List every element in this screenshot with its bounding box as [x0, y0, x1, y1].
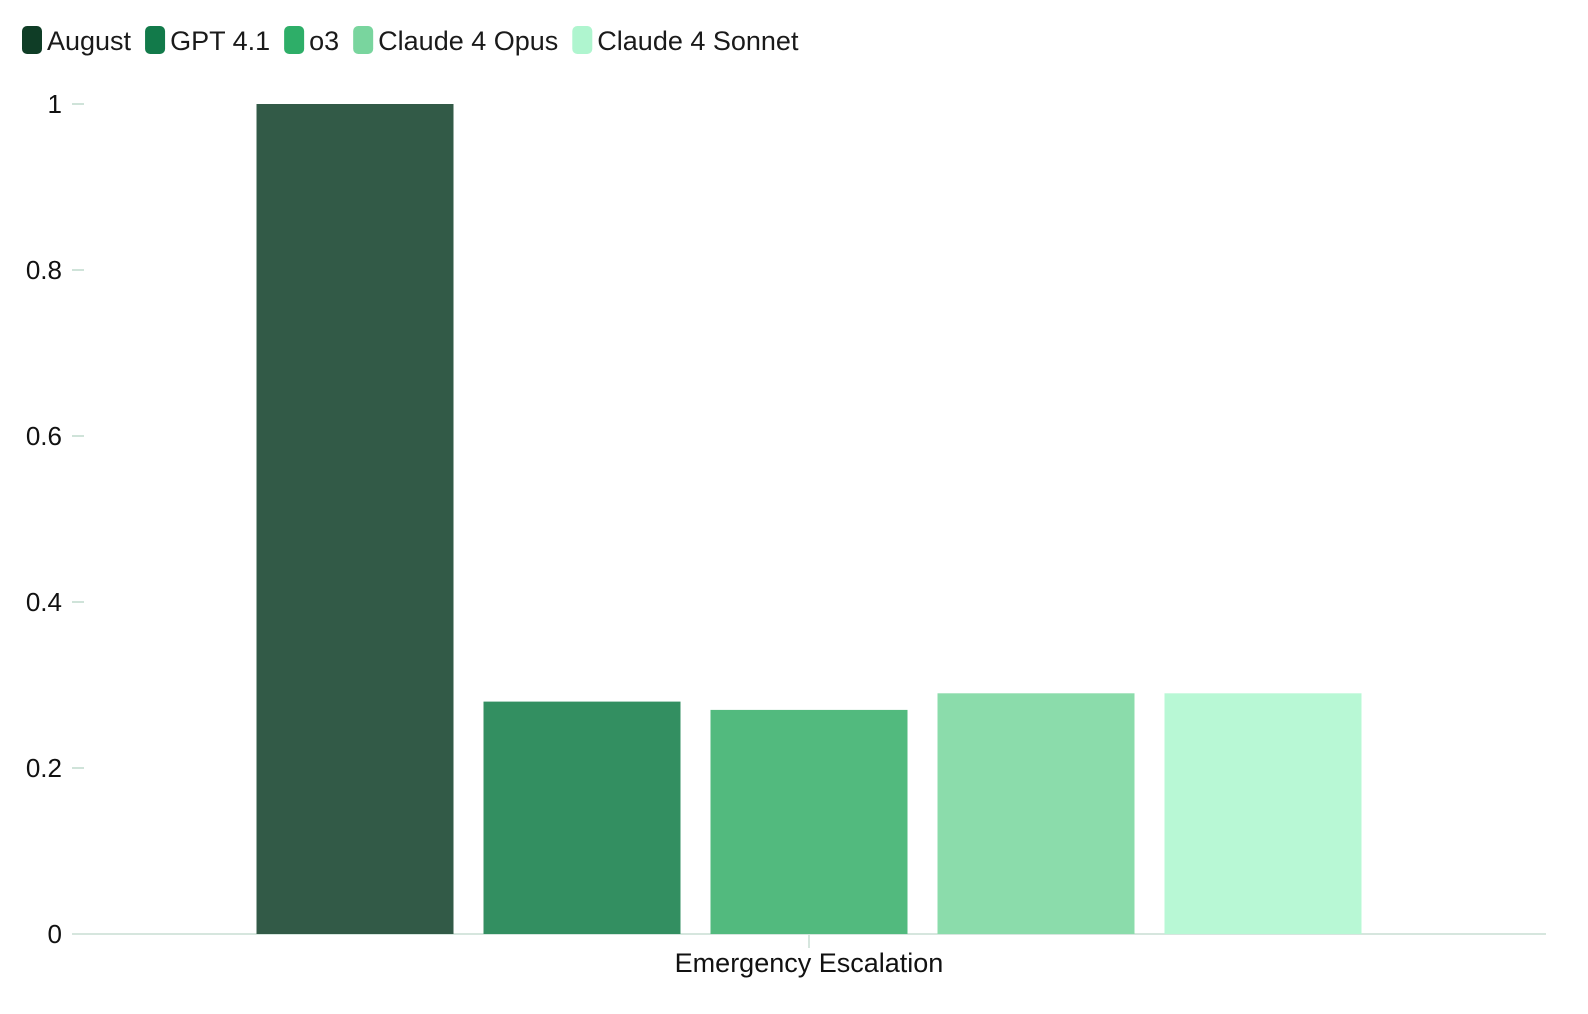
bars — [256, 104, 1362, 934]
legend-swatch-3 — [353, 26, 374, 54]
legend: August GPT 4.1 o3 Claude 4 Opus Claude 4 Son… — [22, 26, 799, 56]
legend-swatch-4 — [572, 26, 593, 54]
y-tick-label-5: 1 — [48, 89, 62, 119]
x-category-label-0: Emergency Escalation — [675, 948, 944, 978]
legend-swatch-2 — [284, 26, 305, 54]
bar-claude-4-sonnet-0 — [1164, 693, 1362, 934]
y-tick-label-4: 0.8 — [26, 255, 62, 285]
x-axis: Emergency Escalation — [72, 933, 1546, 978]
y-tick-label-0: 0 — [48, 919, 62, 949]
legend-swatch-1 — [145, 26, 166, 54]
bar-gpt-4-1-0 — [483, 701, 681, 934]
bar-august-0 — [256, 104, 454, 934]
bar-o3-0 — [710, 709, 908, 934]
bar-claude-4-opus-0 — [937, 693, 1135, 934]
y-tick-label-2: 0.4 — [26, 587, 62, 617]
legend-label-3: Claude 4 Opus — [378, 26, 558, 56]
y-axis: 0 0.2 0.4 0.6 0.8 1 — [26, 89, 84, 949]
legend-label-0: August — [47, 26, 132, 56]
y-tick-label-1: 0.2 — [26, 753, 62, 783]
y-tick-label-3: 0.6 — [26, 421, 62, 451]
legend-swatch-0 — [22, 26, 42, 54]
legend-label-1: GPT 4.1 — [170, 26, 270, 56]
legend-label-2: o3 — [309, 26, 339, 56]
legend-label-4: Claude 4 Sonnet — [597, 26, 799, 56]
